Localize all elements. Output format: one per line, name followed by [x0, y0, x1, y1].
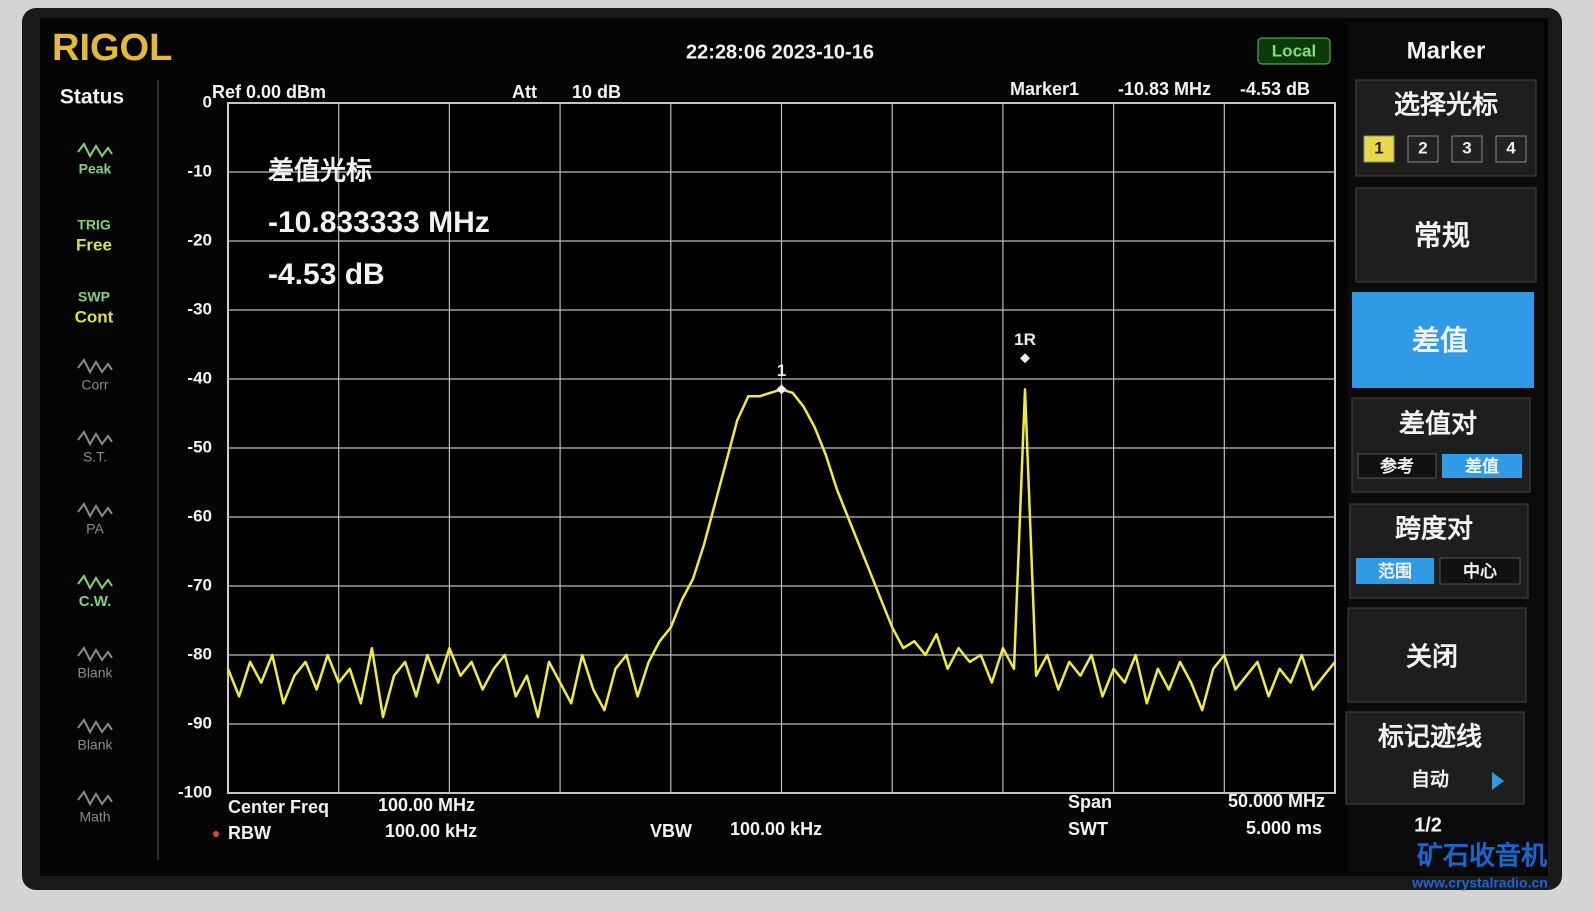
- page-indicator: 1/2: [1414, 814, 1442, 836]
- status-icon: [77, 790, 113, 807]
- vbw-value: 100.00 kHz: [730, 819, 822, 839]
- swt-value: 5.000 ms: [1246, 818, 1322, 838]
- option-box[interactable]: [1451, 135, 1483, 163]
- option-label: 范围: [1378, 561, 1412, 582]
- y-tick-label: -60: [187, 506, 212, 525]
- watermark-url: www.crystalradio.cn: [1411, 875, 1548, 891]
- att-value: 10 dB: [572, 82, 621, 102]
- marker: [1020, 353, 1031, 364]
- y-tick-label: -100: [178, 782, 212, 801]
- option-label: 2: [1418, 138, 1427, 157]
- option-label: 4: [1506, 138, 1516, 157]
- y-tick-label: -50: [187, 437, 212, 456]
- delta-button[interactable]: [1352, 292, 1534, 388]
- marker: [776, 384, 787, 395]
- arrow: [1492, 772, 1504, 790]
- status-icon: [77, 430, 113, 447]
- status-label: Math: [79, 809, 110, 825]
- trace-button[interactable]: [1345, 711, 1525, 805]
- y-tick-label: -90: [187, 713, 212, 732]
- rbw-label: RBW: [228, 823, 271, 843]
- status-icon: [77, 574, 113, 591]
- vbw-label: VBW: [650, 821, 692, 841]
- status-label: SWP: [78, 289, 110, 305]
- y-tick-label: -10: [187, 161, 212, 180]
- status-label: Blank: [77, 737, 113, 753]
- center-label: Center Freq: [228, 797, 329, 817]
- option-box[interactable]: [1363, 135, 1395, 163]
- annotation-level: -4.53 dB: [268, 258, 385, 291]
- rbw-dot: [213, 831, 219, 837]
- option-box[interactable]: [1357, 453, 1437, 479]
- status-label: S.T.: [83, 449, 107, 465]
- marker-freq: -10.83 MHz: [1118, 79, 1211, 99]
- status-label: C.W.: [79, 593, 112, 610]
- plot: 1 1R: [226, 102, 1336, 794]
- datetime: 22:28:06 2023-10-16: [686, 41, 874, 63]
- option-box[interactable]: [1439, 557, 1521, 585]
- y-tick-label: 0: [203, 92, 212, 111]
- select-label: 选择光标: [1394, 91, 1498, 121]
- local-label: Local: [1272, 41, 1316, 60]
- marker-level: -4.53 dB: [1240, 79, 1310, 99]
- annotation-title: 差值光标: [268, 156, 372, 187]
- ref-level: Ref 0.00 dBm: [212, 82, 326, 102]
- delta-label: 差值: [1412, 324, 1468, 357]
- rbw-value: 100.00 kHz: [385, 821, 477, 841]
- brand: RIGOL: [52, 27, 172, 69]
- off-label: 关闭: [1406, 643, 1458, 673]
- trace-label: 标记迹线: [1378, 722, 1482, 753]
- y-tick-label: -30: [187, 299, 212, 318]
- status-label: Blank: [77, 665, 113, 681]
- status-icon: [77, 358, 113, 375]
- y-tick-label: -70: [187, 575, 212, 594]
- status-icon: [77, 142, 113, 159]
- status-label: PA: [86, 521, 104, 537]
- select-options: 1 2 3 4: [1363, 135, 1527, 163]
- swt-label: SWT: [1068, 819, 1108, 839]
- att-label: Att: [512, 82, 537, 102]
- status-icon: [77, 718, 113, 735]
- normal-button[interactable]: [1355, 187, 1537, 283]
- option-label: 参考: [1380, 456, 1414, 477]
- trace-value: 自动: [1411, 768, 1449, 791]
- center-value: 100.00 MHz: [378, 795, 475, 815]
- option-label: 差值: [1465, 456, 1499, 477]
- status-title: Status: [60, 86, 124, 109]
- marker-label: 1R: [1014, 330, 1036, 349]
- normal-label: 常规: [1414, 219, 1470, 252]
- y-tick-label: -80: [187, 644, 212, 663]
- status-value: Free: [76, 235, 112, 254]
- span-value: 50.000 MHz: [1228, 791, 1325, 811]
- watermark-name: 矿石收音机: [1417, 841, 1547, 872]
- status-value: Cont: [75, 307, 114, 326]
- marker-label: Marker1: [1010, 79, 1079, 99]
- marker-label: 1: [777, 361, 786, 380]
- annotation-freq: -10.833333 MHz: [268, 206, 490, 239]
- y-tick-label: -20: [187, 230, 212, 249]
- option-box[interactable]: [1407, 135, 1439, 163]
- menu-title: Marker: [1407, 37, 1486, 64]
- status-icon: [77, 646, 113, 663]
- option-label: 中心: [1463, 561, 1497, 582]
- status-list: Peak TRIG Free SWP Cont Corr S.T. PA C.W. Blank Bl…: [75, 142, 114, 825]
- option-box[interactable]: [1495, 135, 1527, 163]
- status-label: TRIG: [77, 217, 111, 233]
- status-label: Peak: [79, 161, 112, 177]
- option-box[interactable]: [1442, 454, 1522, 478]
- delta-pair-label: 差值对: [1399, 409, 1477, 440]
- status-label: Corr: [81, 377, 109, 393]
- status-icon: [77, 502, 113, 519]
- y-tick-label: -40: [187, 368, 212, 387]
- span-pair-label: 跨度对: [1395, 514, 1473, 545]
- option-label: 1: [1374, 138, 1383, 157]
- span-label: Span: [1068, 792, 1112, 812]
- local-badge: [1257, 37, 1331, 65]
- option-box[interactable]: [1356, 558, 1434, 584]
- option-label: 3: [1462, 138, 1471, 157]
- off-button[interactable]: [1347, 607, 1527, 703]
